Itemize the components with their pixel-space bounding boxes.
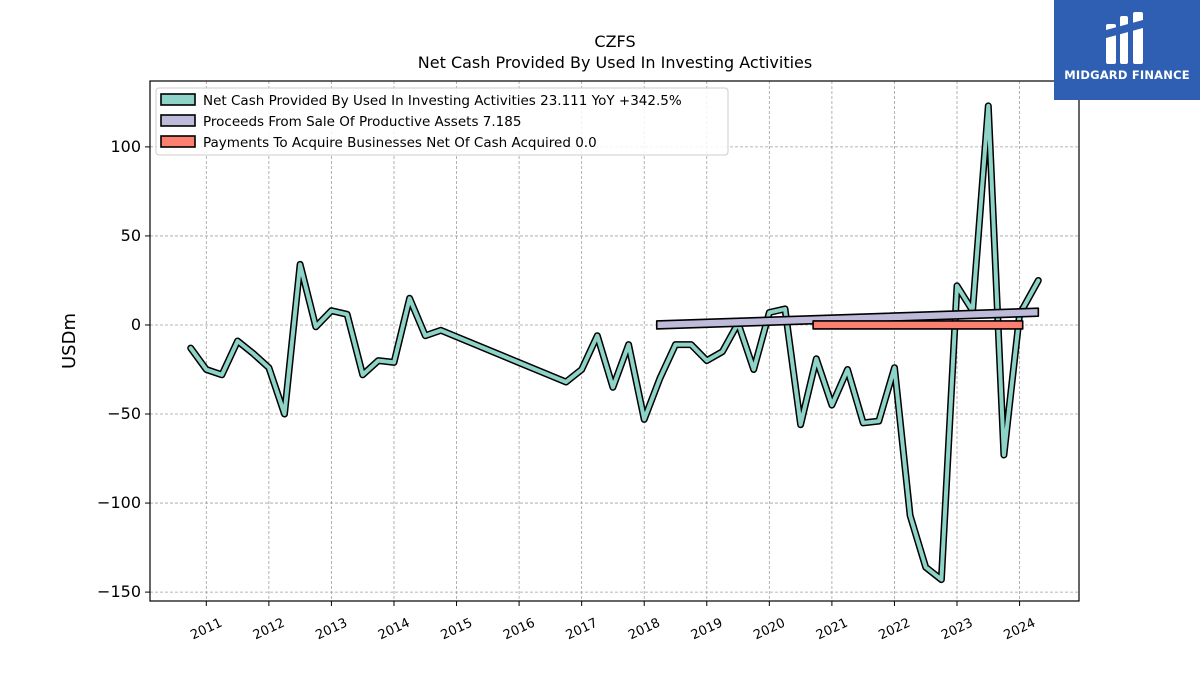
y-tick-label: 100: [110, 137, 141, 156]
plot-area: [187, 102, 1042, 584]
brand-name: MIDGARD FINANCE: [1064, 68, 1190, 82]
legend: Net Cash Provided By Used In Investing A…: [155, 87, 729, 156]
y-tick-label: 50: [121, 226, 141, 245]
x-tick-label: 2022: [876, 616, 912, 644]
legend-swatch: [160, 93, 196, 106]
legend-box: [155, 87, 729, 156]
y-tick-label: −150: [97, 582, 141, 601]
brand-logo: MIDGARD FINANCE: [1054, 0, 1200, 100]
x-axis-ticks: 2011 2012 2013 2014 2015 2016 2017 2018 2019 2020…: [188, 601, 1038, 643]
chart-subtitle: Net Cash Provided By Used In Investing A…: [418, 53, 812, 72]
x-tick-label: 2024: [1002, 616, 1038, 644]
y-axis-label: USDm: [59, 313, 80, 369]
x-tick-label: 2021: [814, 616, 850, 644]
logo-mark-icon: [1106, 12, 1143, 64]
x-tick-label: 2015: [439, 616, 475, 644]
legend-entry-label: Net Cash Provided By Used In Investing A…: [203, 93, 682, 109]
x-tick-label: 2019: [689, 616, 725, 644]
x-tick-label: 2016: [501, 616, 537, 644]
x-tick-label: 2017: [564, 616, 600, 644]
x-tick-label: 2023: [939, 616, 975, 644]
y-tick-label: 0: [131, 315, 141, 334]
series-1-band: [655, 307, 1040, 330]
y-axis-ticks: 100 50 0 −50 −100 −150: [97, 137, 150, 601]
x-tick-label: 2013: [313, 616, 349, 644]
series-0-line: [188, 103, 1041, 582]
series-2-band: [812, 320, 1024, 330]
y-tick-label: −100: [97, 493, 141, 512]
x-tick-label: 2014: [376, 616, 412, 644]
plot-frame: [149, 80, 1080, 602]
y-tick-label: −50: [107, 404, 141, 423]
x-tick-label: 2011: [188, 616, 224, 644]
legend-swatch: [160, 114, 196, 127]
legend-swatch: [160, 135, 196, 148]
chart-title: CZFS: [594, 32, 635, 51]
legend-entry-label: Payments To Acquire Businesses Net Of Ca…: [203, 135, 597, 151]
legend-entry-label: Proceeds From Sale Of Productive Assets …: [203, 114, 521, 130]
x-tick-label: 2018: [626, 616, 662, 644]
x-tick-label: 2012: [251, 616, 287, 644]
x-tick-label: 2020: [751, 616, 787, 644]
